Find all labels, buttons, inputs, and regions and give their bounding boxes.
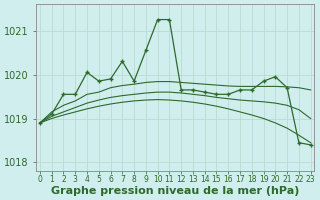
- X-axis label: Graphe pression niveau de la mer (hPa): Graphe pression niveau de la mer (hPa): [51, 186, 300, 196]
